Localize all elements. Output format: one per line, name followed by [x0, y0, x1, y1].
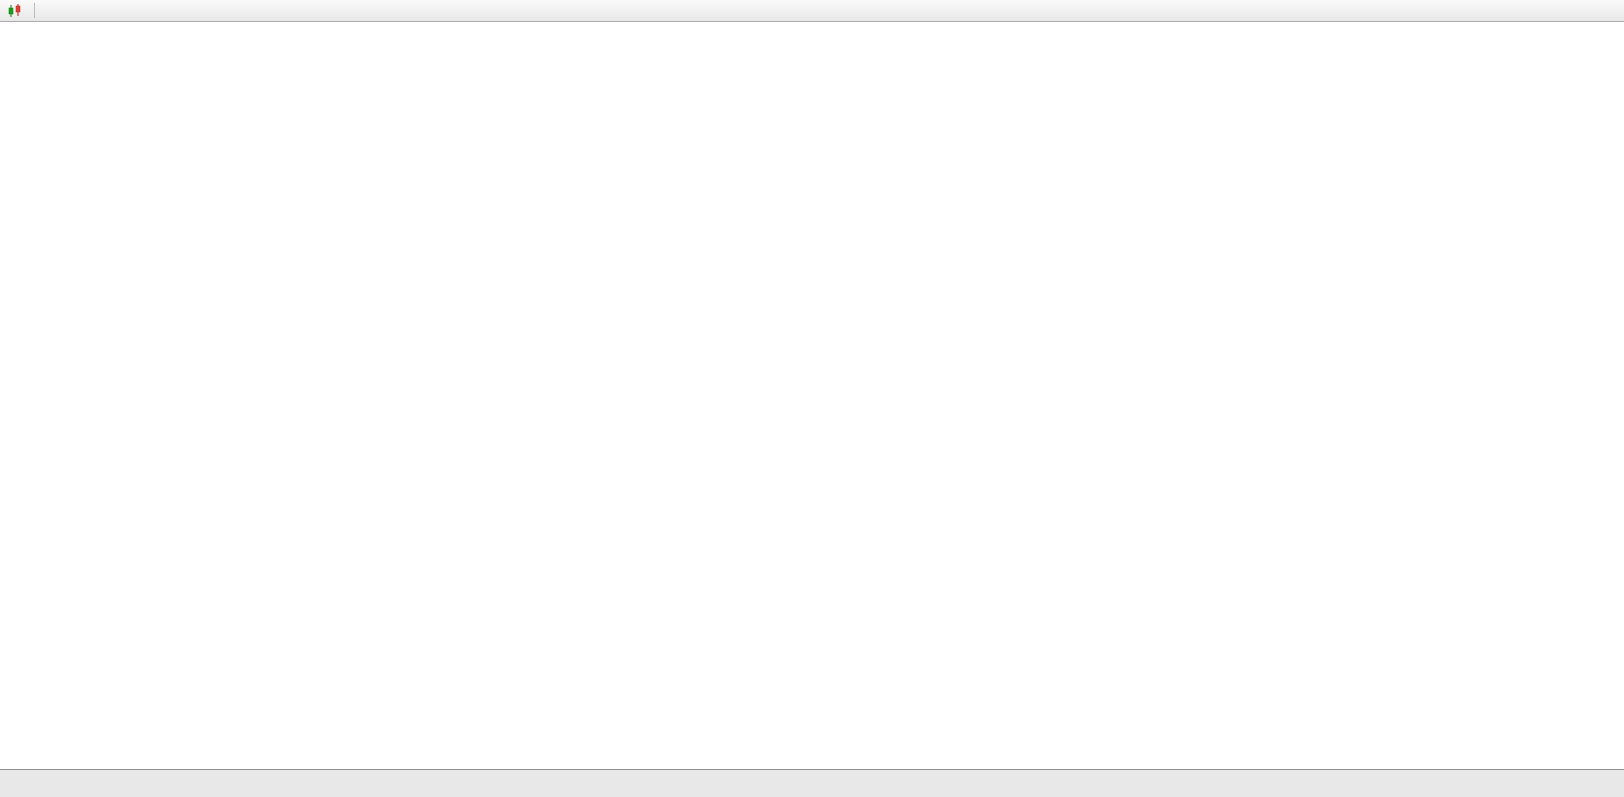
chart-canvas[interactable] [0, 22, 1624, 769]
chart-tabs-bar [0, 769, 1624, 797]
candlestick-chart-icon [8, 3, 21, 17]
toolbar-separator [34, 3, 35, 18]
chart-type-dropdown[interactable] [4, 1, 28, 21]
chart-region [0, 22, 1624, 769]
toolbar [0, 0, 1624, 22]
